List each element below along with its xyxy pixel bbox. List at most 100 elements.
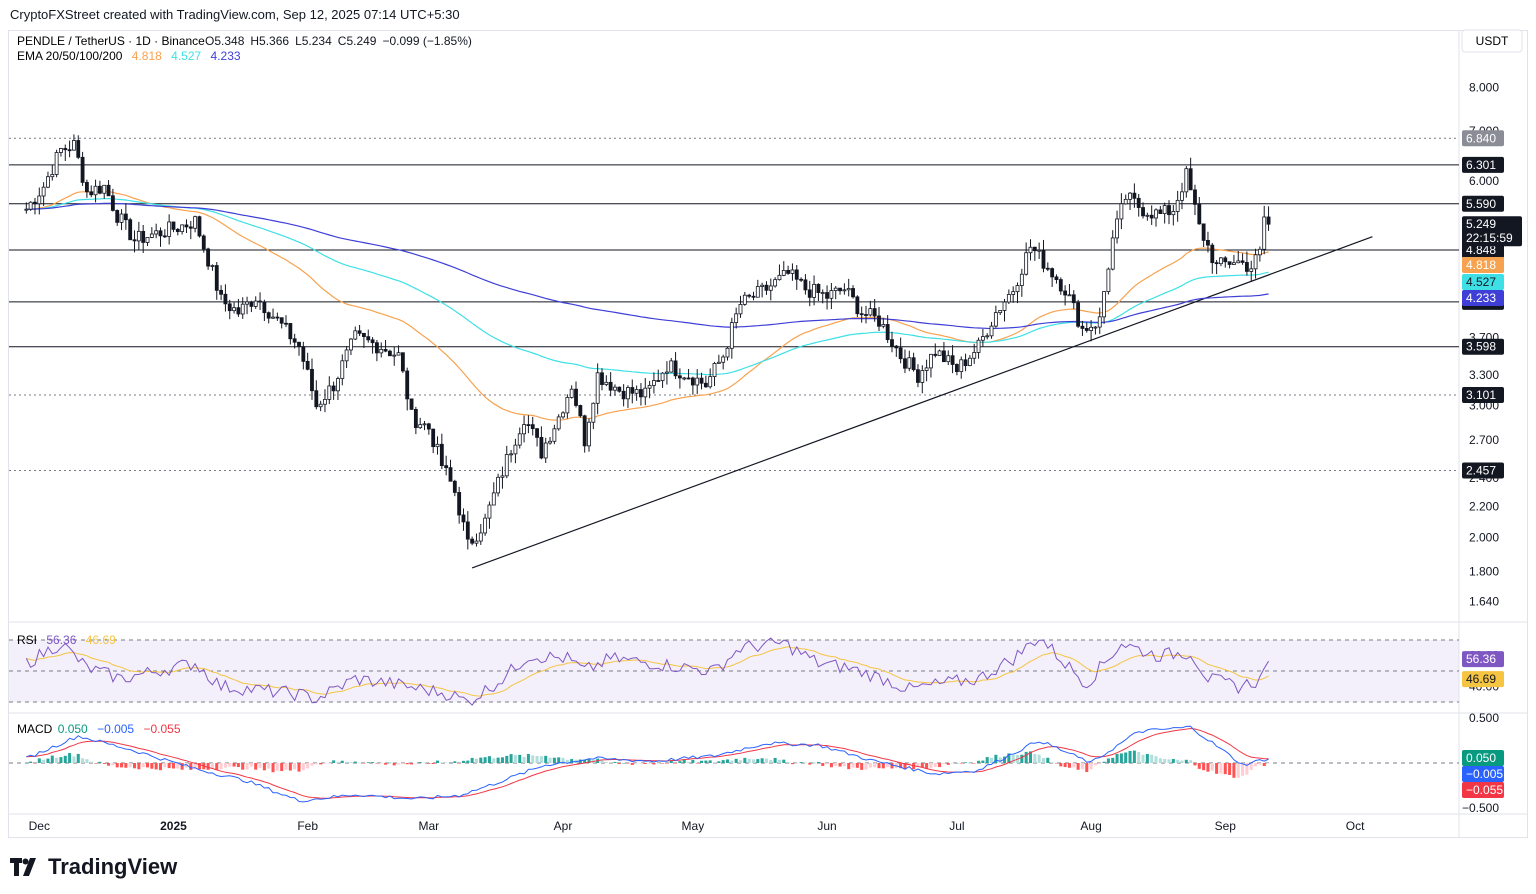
level-tag-bg <box>1462 338 1504 355</box>
candle-body <box>435 443 440 448</box>
macd-histogram-bar <box>873 763 877 768</box>
time-tick-label: Oct <box>1346 819 1365 833</box>
candle-body <box>708 376 713 388</box>
macd-histogram-bar <box>526 753 530 763</box>
candle-body <box>898 347 903 360</box>
macd-histogram-bar <box>1102 761 1106 763</box>
macd-histogram-bar <box>500 757 504 763</box>
macd-histogram-bar <box>665 763 669 764</box>
candle-body <box>1037 249 1042 252</box>
candle-body <box>985 335 990 338</box>
candle-body <box>84 181 89 193</box>
candle-body <box>933 353 938 356</box>
macd-tag: 0.050 <box>1466 751 1496 765</box>
macd-histogram-bar <box>1254 763 1258 767</box>
candle-body <box>799 278 804 281</box>
macd-histogram-bar <box>1202 763 1206 771</box>
macd-histogram-bar <box>1054 763 1058 764</box>
level-tag-bg <box>1462 386 1504 403</box>
macd-histogram-bar <box>1003 756 1007 763</box>
time-tick-label: Jul <box>949 819 964 833</box>
candle-body <box>1244 262 1249 272</box>
signal-tag: −0.005 <box>1466 767 1503 781</box>
macd-histogram-bar <box>219 763 223 770</box>
macd-histogram-bar <box>721 760 725 763</box>
macd-histogram-bar <box>925 763 929 769</box>
macd-histogram-bar <box>513 755 517 763</box>
candle-body <box>175 228 180 233</box>
ema-line-ema50 <box>26 190 1269 421</box>
rsi-tag: 56.36 <box>1466 652 1496 666</box>
candle-body <box>600 372 604 385</box>
macd-histogram-bar <box>176 763 180 769</box>
macd-histogram-bar <box>1215 763 1219 774</box>
macd-histogram-bar <box>539 756 543 763</box>
level-tag: 4.848 <box>1466 243 1496 257</box>
macd-histogram-bar <box>1033 753 1037 763</box>
candle-body <box>1149 214 1154 219</box>
tradingview-logo[interactable]: TradingView <box>10 852 177 882</box>
candle-body <box>1084 328 1089 331</box>
signal-tag-bg <box>1462 766 1504 782</box>
candle-body <box>232 307 236 312</box>
candle-body <box>1119 203 1124 220</box>
macd-histogram-bar <box>1184 759 1188 763</box>
candle-body <box>1071 294 1076 304</box>
candle-body <box>80 156 85 183</box>
macd-histogram-bar <box>340 760 344 763</box>
macd-histogram-bar <box>1249 763 1253 770</box>
macd-histogram-bar <box>154 763 158 770</box>
rsi-legend: RSI 56.36 46.69 <box>17 633 116 647</box>
candle-body <box>1141 207 1145 217</box>
candle-body <box>1058 279 1063 292</box>
ema-tag-1: 4.527 <box>1466 275 1496 289</box>
candle-body <box>158 230 163 237</box>
macd-histogram-bar <box>725 759 730 763</box>
candle-body <box>500 475 505 478</box>
candle-body <box>786 269 791 274</box>
macd-histogram-bar <box>210 763 214 769</box>
macd-histogram-bar <box>1119 753 1123 763</box>
candle-body <box>1115 218 1119 239</box>
candle-body <box>509 453 514 456</box>
macd-histogram-bar <box>630 763 634 765</box>
macd-histogram-bar <box>626 763 630 764</box>
macd-histogram-bar <box>656 763 660 764</box>
macd-histogram-bar <box>609 762 613 763</box>
candle-body <box>249 301 254 307</box>
macd-histogram-bar <box>280 763 284 771</box>
candle-body <box>297 341 301 348</box>
level-tag: 3.101 <box>1466 388 1496 402</box>
price-tick-label: 2.700 <box>1469 433 1499 447</box>
macd-histogram-bar <box>301 763 305 771</box>
candle-body <box>201 235 206 250</box>
candle-body <box>119 213 124 223</box>
histogram-tag-bg <box>1462 782 1504 798</box>
macd-histogram-bar <box>423 762 427 764</box>
macd-histogram-bar <box>773 757 777 763</box>
time-tick-label: May <box>682 819 705 833</box>
level-tag-bg <box>1462 195 1504 212</box>
candle-body <box>543 442 548 459</box>
candle-body <box>310 368 314 392</box>
candle-body <box>266 312 271 319</box>
macd-histogram-bar <box>1206 763 1210 772</box>
macd-histogram-bar <box>799 762 803 763</box>
candle-body <box>197 216 202 237</box>
macd-histogram-bar <box>306 763 310 769</box>
macd-histogram-bar <box>81 758 85 763</box>
candle-body <box>1227 261 1232 265</box>
candle-body <box>413 409 418 429</box>
candle-body <box>223 293 228 305</box>
macd-histogram-bar <box>1106 758 1110 763</box>
macd-histogram-bar <box>842 763 846 766</box>
macd-histogram-bar <box>522 756 526 763</box>
candle-body <box>699 377 704 384</box>
macd-histogram-bar <box>150 763 154 769</box>
candle-body <box>517 433 522 446</box>
candle-body <box>686 377 691 380</box>
currency-button[interactable] <box>1461 29 1523 53</box>
macd-histogram-bar <box>821 763 825 766</box>
macd-histogram-bar <box>50 755 54 763</box>
